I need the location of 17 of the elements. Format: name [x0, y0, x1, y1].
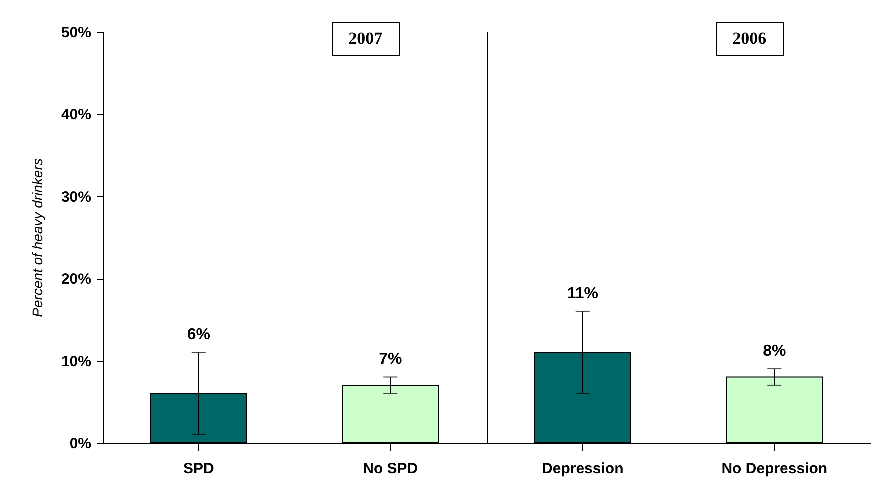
- y-tick-label: 0%: [70, 436, 92, 452]
- x-tick-label: No SPD: [363, 460, 418, 478]
- y-tick-label: 30%: [61, 188, 92, 206]
- data-label: 7%: [379, 351, 402, 368]
- data-label: 6%: [187, 326, 210, 344]
- y-axis-title: Percent of heavy drinkers: [29, 158, 46, 318]
- y-tick-label: 50%: [61, 24, 92, 42]
- x-tick-label: Depression: [542, 460, 624, 478]
- annotation: 2006: [716, 22, 784, 56]
- y-tick-label: 40%: [61, 106, 92, 124]
- annotation: 2007: [332, 22, 400, 56]
- y-tick-label: 10%: [61, 353, 92, 370]
- x-tick-label: No Depression: [722, 460, 828, 478]
- data-label: 11%: [567, 285, 598, 302]
- x-tick-label: SPD: [183, 460, 214, 478]
- y-tick-label: 20%: [61, 271, 92, 288]
- data-label: 8%: [763, 343, 786, 360]
